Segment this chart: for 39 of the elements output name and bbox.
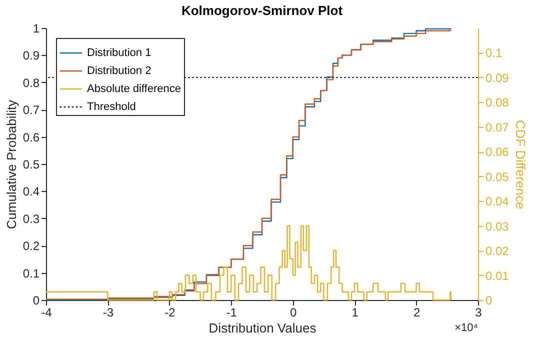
y-tick-label: 0.3 (22, 212, 40, 226)
y-tick-label: 0.1 (22, 266, 40, 280)
x-tick-label: 0 (290, 306, 298, 320)
y-tick-label: 0.9 (22, 48, 40, 63)
y2-tick-label: 0.08 (486, 96, 510, 110)
y2-tick-label: 0.03 (486, 219, 510, 234)
y2-tick-label: 0.09 (486, 70, 510, 85)
x-tick-label: -4 (41, 306, 52, 320)
y-tick-label: 0.2 (22, 239, 40, 254)
x-axis-title: Distribution Values (208, 320, 317, 336)
y-axis-title: Cumulative Probability (4, 99, 19, 230)
legend-label: Absolute difference (87, 83, 181, 95)
y2-axis-title: CDF Difference (512, 120, 528, 210)
y2-tick-label: 0.02 (486, 244, 510, 258)
legend-label: Distribution 2 (87, 65, 152, 77)
legend-label: Distribution 1 (87, 47, 152, 59)
y2-tick-label: 0.06 (486, 145, 510, 160)
y-tick-label: 0.7 (22, 103, 40, 118)
x-tick-label: 3 (475, 306, 482, 320)
y-tick-label: 0.8 (22, 76, 40, 90)
x-tick-label: -1 (226, 306, 238, 320)
y2-tick-label: 0.07 (486, 120, 510, 134)
y2-tick-label: 0 (486, 294, 492, 308)
chart-title: Kolmogorov-Smirnov Plot (181, 3, 344, 18)
legend-label: Threshold (87, 101, 136, 113)
x-tick-label: 1 (352, 306, 359, 320)
x-tick-label: 2 (413, 306, 420, 320)
y2-tick-label: 0.05 (486, 170, 510, 184)
y-tick-label: 0 (32, 294, 40, 308)
x-tick-label: -2 (164, 306, 176, 320)
y-tick-label: 0.5 (22, 158, 40, 172)
y2-tick-label: 0.1 (486, 46, 503, 60)
y-tick-label: 1 (32, 22, 40, 36)
y2-tick-label: 0.04 (486, 194, 510, 209)
y-tick-label: 0.6 (22, 130, 40, 144)
y-tick-label: 0.4 (22, 184, 40, 199)
x-tick-label: -3 (102, 306, 114, 320)
y2-tick-label: 0.01 (486, 268, 510, 283)
text: ×10⁴ (454, 322, 478, 334)
